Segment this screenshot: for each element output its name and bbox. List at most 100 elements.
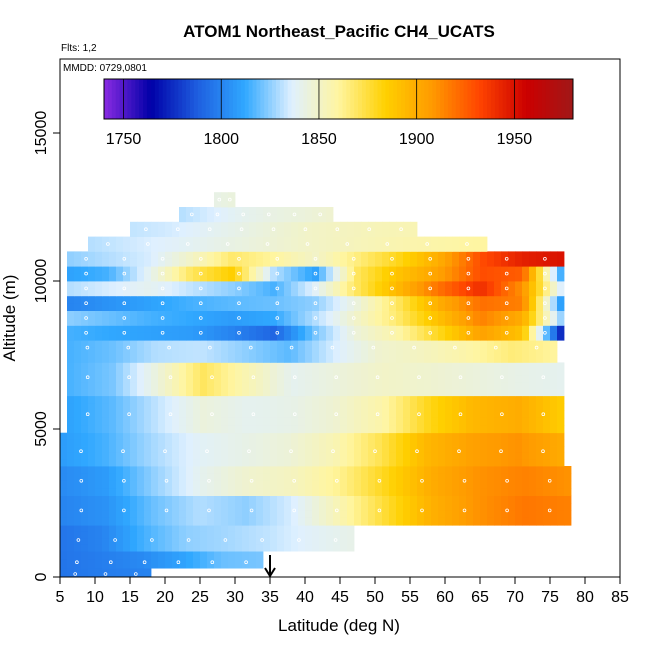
heatmap-cell <box>284 244 292 252</box>
heatmap-cell <box>291 439 299 447</box>
colorbar-segment <box>150 79 156 119</box>
heatmap-cell <box>88 310 96 319</box>
colorbar-segment <box>346 79 351 119</box>
heatmap-cell <box>256 288 264 297</box>
colorbar-segment <box>104 79 109 119</box>
heatmap-cell <box>242 332 250 341</box>
heatmap-cell <box>480 281 488 289</box>
heatmap-cell <box>396 452 404 460</box>
heatmap-cell <box>165 432 173 440</box>
heatmap-cell <box>60 473 68 482</box>
heatmap-cell <box>410 517 418 526</box>
heatmap-cell <box>438 369 446 377</box>
heatmap-cell <box>417 355 425 363</box>
heatmap-cell <box>109 395 117 404</box>
heatmap-cell <box>529 389 537 397</box>
heatmap-cell <box>431 325 439 334</box>
heatmap-cell <box>347 403 355 411</box>
heatmap-cell <box>144 551 152 561</box>
heatmap-cell <box>508 473 516 482</box>
heatmap-cell <box>550 318 558 326</box>
heatmap-cell <box>501 355 509 363</box>
heatmap-cell <box>214 355 222 363</box>
heatmap-cell <box>291 510 299 519</box>
heatmap-cell <box>326 288 334 297</box>
heatmap-cell <box>389 446 397 454</box>
colorbar-segment <box>221 79 226 119</box>
heatmap-cell <box>487 446 495 454</box>
heatmap-cell <box>417 375 425 383</box>
heatmap-cell <box>214 310 222 319</box>
heatmap-cell <box>312 362 320 370</box>
heatmap-cell <box>515 258 523 267</box>
heatmap-cell <box>193 439 201 447</box>
heatmap-cell <box>151 510 159 519</box>
heatmap-cell <box>312 544 320 552</box>
heatmap-cell <box>326 417 334 426</box>
heatmap-cell <box>319 347 327 356</box>
heatmap-cell <box>200 207 208 215</box>
colorbar-segment <box>432 79 437 119</box>
heatmap-cell <box>207 266 215 274</box>
heatmap-cell <box>536 295 544 304</box>
heatmap-cell <box>487 395 495 404</box>
heatmap-cell <box>144 459 152 467</box>
heatmap-cell <box>249 439 257 447</box>
heatmap-cell <box>333 258 341 267</box>
heatmap-cell <box>151 281 159 289</box>
heatmap-cell <box>396 473 404 482</box>
heatmap-cell <box>368 503 376 511</box>
heatmap-cell <box>396 517 404 526</box>
heatmap-cell <box>165 473 173 482</box>
sample-point <box>122 508 126 513</box>
heatmap-cell <box>235 332 243 341</box>
heatmap-cell <box>543 310 551 319</box>
heatmap-cell <box>543 288 551 297</box>
heatmap-cell <box>305 403 313 411</box>
heatmap-cell <box>312 389 320 397</box>
heatmap-cell <box>179 362 187 370</box>
heatmap-cell <box>333 236 341 245</box>
heatmap-cell <box>354 410 362 419</box>
heatmap-cell <box>354 480 362 489</box>
colorbar-segment <box>295 79 300 119</box>
heatmap-cell <box>74 332 82 341</box>
heatmap-cell <box>375 303 383 311</box>
heatmap-cell <box>186 258 194 267</box>
heatmap-cell <box>137 503 145 511</box>
heatmap-cell <box>200 466 208 474</box>
heatmap-cell <box>396 362 404 370</box>
sample-point <box>260 538 264 542</box>
x-tick-label: 70 <box>506 589 524 606</box>
heatmap-cell <box>242 559 250 569</box>
heatmap-cell <box>81 473 89 482</box>
heatmap-cell <box>172 538 180 546</box>
heatmap-cell <box>452 375 460 383</box>
heatmap-cell <box>186 432 194 440</box>
heatmap-cell <box>354 325 362 334</box>
heatmap-cell <box>431 310 439 319</box>
heatmap-cell <box>298 303 306 311</box>
heatmap-cell <box>102 439 110 447</box>
heatmap-cell <box>116 425 124 434</box>
heatmap-cell <box>158 389 166 397</box>
heatmap-cell <box>333 303 341 311</box>
heatmap-cell <box>410 347 418 356</box>
heatmap-cell <box>179 466 187 474</box>
heatmap-cell <box>347 531 355 539</box>
heatmap-cell <box>137 568 145 578</box>
colorbar-segment <box>146 79 152 119</box>
heatmap-cell <box>221 382 229 390</box>
heatmap-cell <box>249 303 257 311</box>
heatmap-cell <box>305 466 313 474</box>
heatmap-cell <box>312 425 320 434</box>
heatmap-cell <box>480 473 488 482</box>
heatmap-cell <box>305 273 313 282</box>
heatmap-cell <box>165 410 173 419</box>
heatmap-cell <box>305 488 313 496</box>
heatmap-cell <box>172 340 180 348</box>
heatmap-cell <box>67 417 75 426</box>
heatmap-cell <box>207 452 215 460</box>
heatmap-cell <box>81 310 89 319</box>
heatmap-cell <box>186 551 194 561</box>
